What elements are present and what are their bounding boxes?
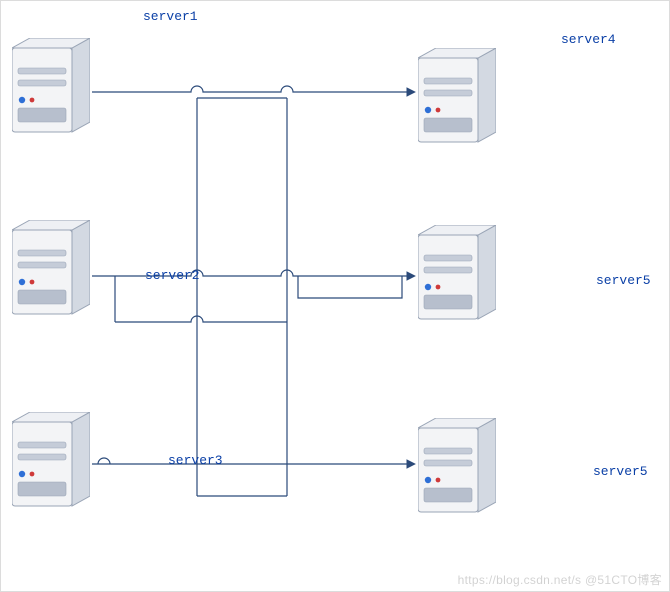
node-label-server5: server5 (596, 273, 651, 288)
node-label-server1: server1 (143, 9, 198, 24)
server-icon-server2 (12, 220, 90, 316)
server-icon-server1 (12, 38, 90, 134)
watermark-text: https://blog.csdn.net/s @51CTO博客 (458, 571, 662, 588)
node-label-server2: server2 (145, 268, 200, 283)
server-icon-server4 (418, 48, 496, 144)
node-label-server4: server4 (561, 32, 616, 47)
server-icon-server3 (12, 412, 90, 508)
edge-layer (0, 0, 670, 592)
node-label-server6: server5 (593, 464, 648, 479)
node-label-server3: server3 (168, 453, 223, 468)
server-icon-server5 (418, 225, 496, 321)
server-icon-server6 (418, 418, 496, 514)
network-diagram: server1 server2 server3 server4 server5 serve… (0, 0, 670, 592)
